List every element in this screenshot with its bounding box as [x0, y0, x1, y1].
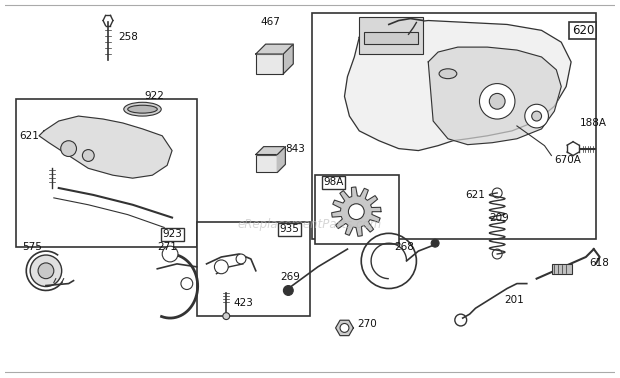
Text: 188A: 188A	[580, 118, 607, 128]
Circle shape	[236, 254, 246, 264]
Text: 271: 271	[157, 242, 177, 252]
Text: 270: 270	[357, 319, 377, 329]
Bar	[256, 54, 283, 74]
Polygon shape	[39, 116, 172, 178]
Bar	[359, 17, 423, 54]
Circle shape	[525, 104, 549, 128]
Bar	[312, 12, 596, 239]
Circle shape	[61, 141, 76, 156]
Ellipse shape	[128, 105, 157, 113]
Circle shape	[532, 111, 541, 121]
Text: 575: 575	[22, 242, 42, 252]
Circle shape	[38, 263, 54, 279]
Text: 268: 268	[394, 242, 414, 252]
Text: 467: 467	[261, 17, 281, 28]
Text: 98A: 98A	[324, 177, 344, 187]
Text: 209: 209	[489, 212, 509, 223]
Text: 201: 201	[504, 295, 524, 305]
Text: 923: 923	[162, 229, 182, 239]
Circle shape	[162, 246, 178, 262]
Text: 269: 269	[280, 272, 300, 282]
Circle shape	[431, 239, 439, 247]
Text: 423: 423	[233, 298, 253, 308]
Circle shape	[223, 313, 229, 319]
Bar	[197, 222, 310, 316]
Text: eReplacementParts.com: eReplacementParts.com	[238, 218, 382, 231]
Bar	[315, 175, 399, 244]
Circle shape	[283, 285, 293, 296]
Polygon shape	[256, 44, 293, 54]
Text: 843: 843	[285, 144, 305, 153]
Polygon shape	[278, 147, 285, 172]
Text: 620: 620	[572, 24, 594, 37]
Text: 621: 621	[19, 131, 39, 141]
Circle shape	[215, 260, 228, 274]
Polygon shape	[332, 187, 381, 236]
Bar	[364, 33, 419, 44]
Ellipse shape	[439, 69, 457, 79]
Polygon shape	[335, 320, 353, 336]
Bar	[16, 99, 197, 247]
Circle shape	[348, 204, 364, 220]
Text: 258: 258	[118, 32, 138, 42]
Circle shape	[82, 150, 94, 161]
Circle shape	[340, 324, 349, 332]
Circle shape	[181, 278, 193, 290]
Circle shape	[489, 93, 505, 109]
Text: 922: 922	[144, 91, 164, 101]
Polygon shape	[283, 44, 293, 74]
Polygon shape	[428, 47, 561, 145]
Polygon shape	[256, 147, 285, 155]
Circle shape	[479, 84, 515, 119]
Ellipse shape	[124, 102, 161, 116]
Bar	[256, 155, 278, 172]
Text: 621: 621	[466, 190, 485, 200]
Text: 670A: 670A	[554, 155, 581, 166]
Polygon shape	[345, 20, 571, 150]
Text: 618: 618	[589, 258, 609, 268]
Bar	[552, 264, 572, 274]
Circle shape	[30, 255, 62, 287]
Text: 935: 935	[280, 225, 299, 234]
